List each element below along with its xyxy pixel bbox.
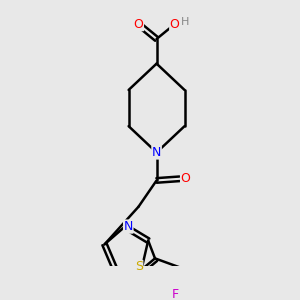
Text: O: O: [134, 18, 143, 31]
Text: O: O: [170, 18, 180, 31]
Text: H: H: [181, 17, 189, 27]
Text: F: F: [172, 288, 179, 300]
Text: N: N: [152, 146, 161, 159]
Text: S: S: [135, 260, 143, 273]
Text: N: N: [124, 220, 133, 233]
Text: O: O: [181, 172, 190, 185]
